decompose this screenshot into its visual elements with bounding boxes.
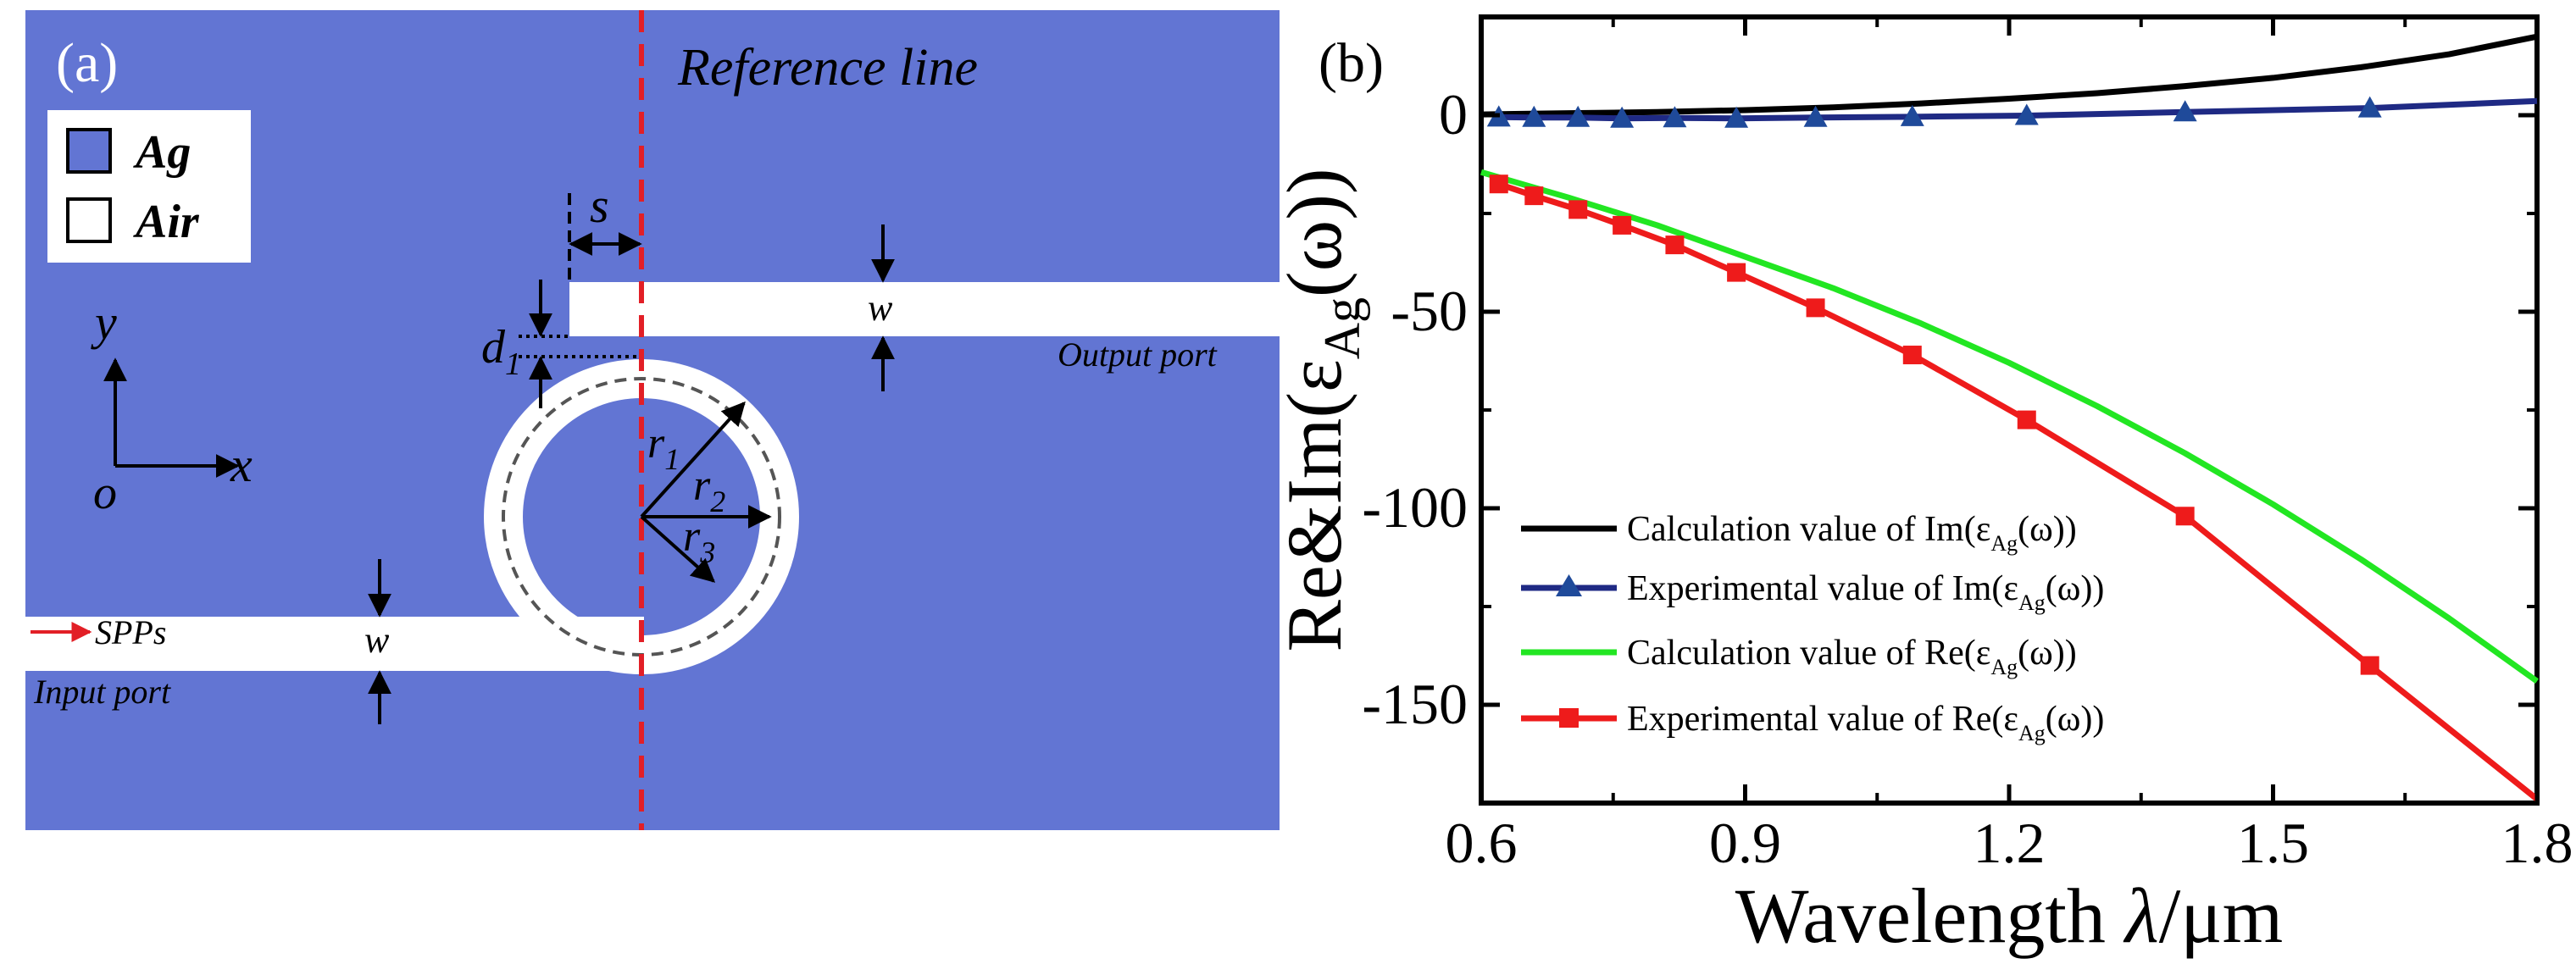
data-point-square [1806,298,1825,318]
dimension-d1: d1 [481,280,637,408]
material-legend: Ag Air [47,110,251,263]
x-axis-title: Wavelength λ/μm [1735,873,2283,959]
x-tick-label: 0.9 [1709,811,1781,875]
legend-text-re-calc: Calculation value of Re(εAg(ω)) [1627,634,2077,679]
r1-label: r1 [647,419,680,476]
series-line-2 [1480,169,2540,684]
data-point-triangle [1900,104,1924,126]
panel-a-structure: Reference line (a) Ag Air y x o s [25,10,1280,830]
radius-annotations: r1 r2 r3 [640,401,772,583]
x-axis-label: x [230,437,253,492]
data-point-square [1902,346,1922,365]
x-tick-label: 1.5 [2237,811,2309,875]
data-point-square [1568,200,1588,219]
s-label: s [590,178,609,233]
dimension-w-output: w [868,224,895,391]
data-point-triangle [2014,103,2039,125]
y-tick-label: -50 [1391,279,1468,343]
data-point-square [1524,186,1544,206]
data-point-triangle [2173,100,2197,122]
legend-marker-triangle [1556,574,1582,596]
output-port-label: Output port [1058,335,1218,374]
dimension-s: s [568,178,642,282]
data-point-square [2360,656,2379,675]
data-point-triangle [1610,106,1635,128]
data-point-square [1665,235,1685,255]
series-layer [1480,33,2540,802]
data-point-triangle [2357,96,2382,118]
y-tick-label: -150 [1362,672,1468,736]
input-port-label: Input port [33,673,171,711]
data-point-square [1489,175,1508,194]
series-line-1 [1498,97,2538,122]
r2-label: r2 [693,462,725,518]
air-swatch [66,197,112,243]
ag-label: Ag [133,126,191,179]
legend-entry-im-exp: Experimental value of Im(εAg(ω)) [1521,569,2104,615]
w-bottom-label: w [364,619,390,661]
data-point-square [2017,410,2036,429]
ag-swatch [66,128,112,174]
origin-label: o [93,467,117,519]
y-tick-label: -100 [1362,475,1468,540]
data-point-square [2175,507,2195,526]
data-point-triangle [1522,105,1546,127]
y-axis-label: y [91,295,117,350]
coordinate-axes: y x o [91,295,253,519]
r3-label: r3 [683,512,715,569]
panel-b-label: (b) [1319,32,1384,94]
r3-arrow [640,515,716,583]
air-label: Air [133,196,200,248]
y-tick-label: 0 [1439,82,1468,147]
d1-label: d1 [481,321,521,382]
panel-a-label: (a) [56,32,118,94]
x-tick-label: 1.2 [1974,811,2046,875]
legend-text-im-calc: Calculation value of Im(εAg(ω)) [1627,510,2077,556]
output-waveguide [569,282,1280,336]
spp-label: SPPs [95,613,166,651]
w-top-label: w [868,287,893,329]
data-point-triangle [1803,105,1828,127]
r1-arrow [640,401,746,518]
dimension-w-input: w [364,559,391,724]
legend-entry-re-calc: Calculation value of Re(εAg(ω)) [1521,634,2077,679]
y-axis-title: Re&Im(εAg(ω)) [1271,168,1370,651]
data-point-square [1727,263,1746,282]
legend-text-re-exp: Experimental value of Re(εAg(ω)) [1627,700,2104,745]
panel-b-chart: (b) 0.6 0.9 1.2 1.5 1.8 0 -50 -100 -150 Re&Im(εA… [1271,14,2573,959]
data-point-triangle [1566,105,1591,127]
ticks-layer: 0.6 0.9 1.2 1.5 1.8 0 -50 -100 -150 [1362,17,2573,875]
legend-entry-im-calc: Calculation value of Im(εAg(ω)) [1521,510,2077,556]
chart-legend: Calculation value of Im(εAg(ω)) Experime… [1521,510,2104,745]
data-point-triangle [1663,106,1687,128]
x-tick-label: 1.8 [2501,811,2573,875]
series-line-0 [1480,33,2538,118]
legend-entry-re-exp: Experimental value of Re(εAg(ω)) [1521,700,2104,745]
legend-marker-square [1559,708,1579,728]
data-point-triangle [1724,106,1749,128]
reference-line-label: Reference line [677,39,978,97]
legend-text-im-exp: Experimental value of Im(εAg(ω)) [1627,569,2104,615]
data-point-square [1613,215,1632,235]
x-tick-label: 0.6 [1446,811,1518,875]
